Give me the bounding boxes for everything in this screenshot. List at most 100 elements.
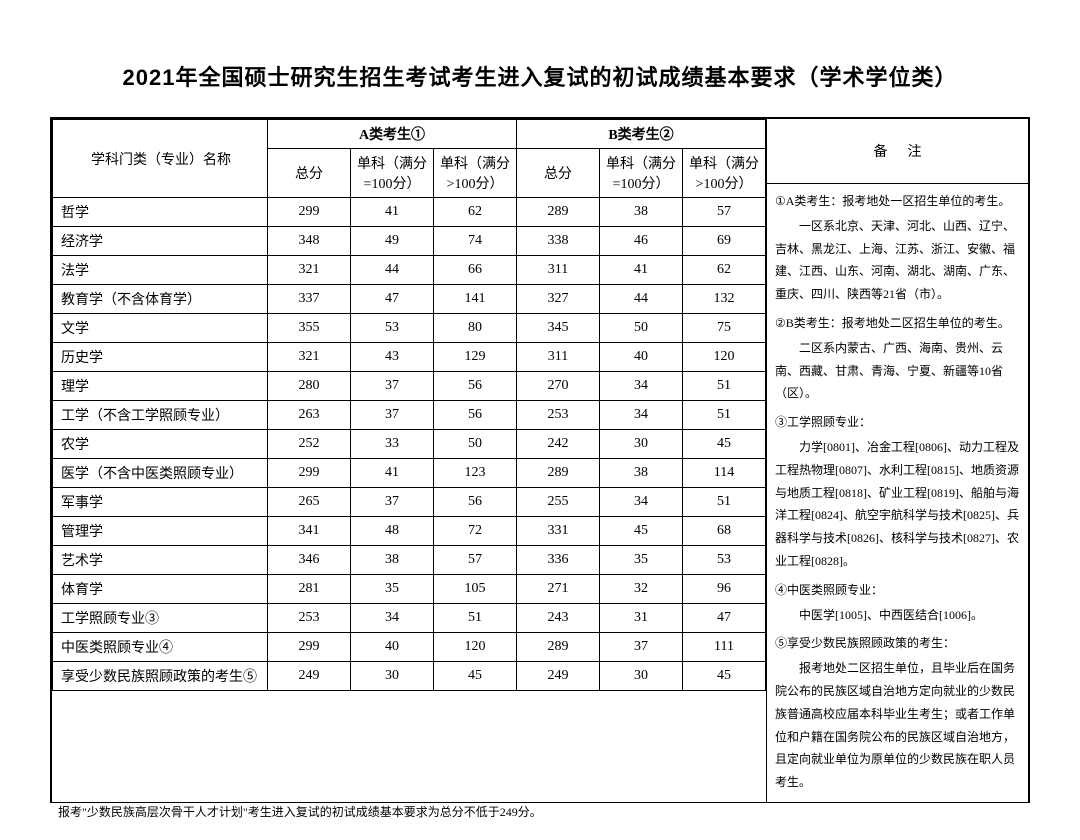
cell: 129: [434, 343, 517, 372]
cell: 41: [600, 256, 683, 285]
cell: 66: [434, 256, 517, 285]
cell: 331: [517, 517, 600, 546]
cell: 253: [517, 401, 600, 430]
cell: 80: [434, 314, 517, 343]
cell: 53: [351, 314, 434, 343]
cell: 理学: [53, 372, 268, 401]
table-row: 体育学281351052713296: [53, 575, 766, 604]
cell: 48: [351, 517, 434, 546]
note-5-lead: ⑤享受少数民族照顾政策的考生：: [775, 632, 1020, 655]
cell: 46: [600, 227, 683, 256]
cell: 37: [351, 488, 434, 517]
table-row: 医学（不含中医类照顾专业）2994112328938114: [53, 459, 766, 488]
table-row: 艺术学34638573363553: [53, 546, 766, 575]
cell: 45: [683, 430, 766, 459]
col-b-s2: 单科（满分>100分）: [683, 149, 766, 198]
col-b-s1: 单科（满分=100分）: [600, 149, 683, 198]
cell: 299: [268, 459, 351, 488]
col-a-total: 总分: [268, 149, 351, 198]
cell: 34: [600, 372, 683, 401]
cell: 69: [683, 227, 766, 256]
cell: 45: [434, 662, 517, 691]
cell: 教育学（不含体育学）: [53, 285, 268, 314]
cell: 289: [517, 459, 600, 488]
cell: 57: [434, 546, 517, 575]
cell: 历史学: [53, 343, 268, 372]
cell: 123: [434, 459, 517, 488]
cell: 249: [268, 662, 351, 691]
cell: 47: [351, 285, 434, 314]
col-a-s2: 单科（满分>100分）: [434, 149, 517, 198]
cell: 249: [517, 662, 600, 691]
cell: 253: [268, 604, 351, 633]
col-group-b: B类考生②: [517, 120, 766, 149]
cell: 105: [434, 575, 517, 604]
col-group-a: A类考生①: [268, 120, 517, 149]
cell: 40: [600, 343, 683, 372]
cell: 72: [434, 517, 517, 546]
note-1-body: 一区系北京、天津、河北、山西、辽宁、吉林、黑龙江、上海、江苏、浙江、安徽、福建、…: [775, 215, 1020, 306]
table-row: 工学照顾专业③25334512433147: [53, 604, 766, 633]
cell: 34: [351, 604, 434, 633]
notes-body: ①A类考生：报考地处一区招生单位的考生。 一区系北京、天津、河北、山西、辽宁、吉…: [767, 184, 1028, 802]
cell: 41: [351, 459, 434, 488]
notes-header: 备注: [767, 119, 1028, 184]
cell: 34: [600, 488, 683, 517]
cell: 37: [351, 401, 434, 430]
cut-off-text: 报考"少数民族高层次骨干人才计划"考生进入复试的初试成绩基本要求为总分不低于24…: [50, 803, 1030, 820]
table-row: 哲学29941622893857: [53, 198, 766, 227]
cell: 111: [683, 633, 766, 662]
table-row: 经济学34849743384669: [53, 227, 766, 256]
table-container: 学科门类（专业）名称 A类考生① B类考生② 总分 单科（满分=100分） 单科…: [50, 117, 1030, 803]
cell: 体育学: [53, 575, 268, 604]
cell: 30: [351, 662, 434, 691]
note-3-lead: ③工学照顾专业：: [775, 411, 1020, 434]
cell: 75: [683, 314, 766, 343]
cell: 355: [268, 314, 351, 343]
cell: 管理学: [53, 517, 268, 546]
cell: 327: [517, 285, 600, 314]
cell: 348: [268, 227, 351, 256]
cell: 114: [683, 459, 766, 488]
col-a-s1: 单科（满分=100分）: [351, 149, 434, 198]
cell: 40: [351, 633, 434, 662]
cell: 242: [517, 430, 600, 459]
cell: 51: [683, 372, 766, 401]
cell: 33: [351, 430, 434, 459]
table-row: 中医类照顾专业④2994012028937111: [53, 633, 766, 662]
cell: 文学: [53, 314, 268, 343]
table-row: 历史学3214312931140120: [53, 343, 766, 372]
cell: 38: [351, 546, 434, 575]
table-row: 军事学26537562553451: [53, 488, 766, 517]
cell: 289: [517, 198, 600, 227]
table-row: 管理学34148723314568: [53, 517, 766, 546]
cell: 346: [268, 546, 351, 575]
cell: 49: [351, 227, 434, 256]
cell: 44: [600, 285, 683, 314]
cell: 37: [351, 372, 434, 401]
cell: 35: [351, 575, 434, 604]
cell: 299: [268, 633, 351, 662]
cell: 30: [600, 430, 683, 459]
cell: 38: [600, 459, 683, 488]
cell: 军事学: [53, 488, 268, 517]
cell: 271: [517, 575, 600, 604]
cell: 50: [600, 314, 683, 343]
table-row: 理学28037562703451: [53, 372, 766, 401]
cell: 35: [600, 546, 683, 575]
cell: 255: [517, 488, 600, 517]
note-3-body: 力学[0801]、冶金工程[0806]、动力工程及工程热物理[0807]、水利工…: [775, 436, 1020, 573]
table-row: 工学（不含工学照顾专业）26337562533451: [53, 401, 766, 430]
page-title: 2021年全国硕士研究生招生考试考生进入复试的初试成绩基本要求（学术学位类）: [50, 60, 1030, 92]
cell: 31: [600, 604, 683, 633]
cell: 农学: [53, 430, 268, 459]
cell: 工学照顾专业③: [53, 604, 268, 633]
cell: 321: [268, 343, 351, 372]
cell: 51: [434, 604, 517, 633]
cell: 45: [683, 662, 766, 691]
table-row: 法学32144663114162: [53, 256, 766, 285]
cell: 57: [683, 198, 766, 227]
note-2-lead: ②B类考生：报考地处二区招生单位的考生。: [775, 312, 1020, 335]
cell: 96: [683, 575, 766, 604]
cell: 50: [434, 430, 517, 459]
